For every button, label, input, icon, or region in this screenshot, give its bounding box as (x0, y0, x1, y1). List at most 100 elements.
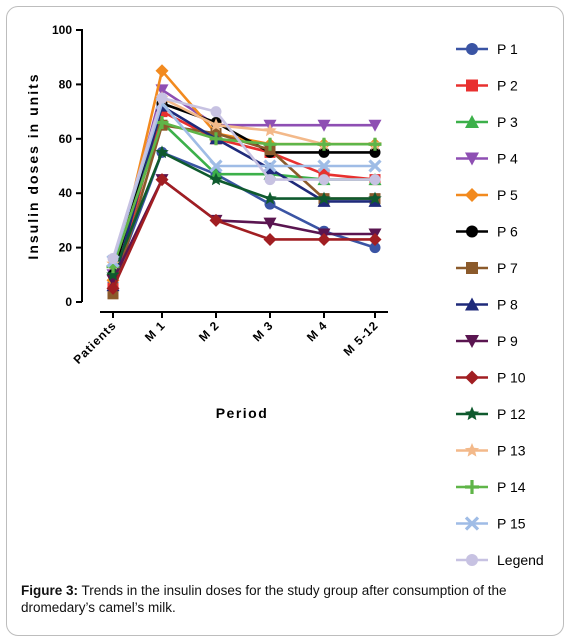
legend-item: Legend (456, 552, 544, 568)
series-legend (107, 92, 381, 264)
data-point (155, 145, 169, 159)
series-line (111, 96, 375, 259)
legend-label: P 12 (497, 406, 526, 422)
series-p-14 (106, 115, 382, 274)
legend-label: P 15 (497, 516, 526, 532)
legend-label: P 5 (497, 187, 518, 203)
figure-caption: Figure 3: Trends in the insulin doses fo… (21, 582, 551, 616)
data-point (466, 262, 478, 274)
data-point (264, 174, 276, 186)
legend-item: P 14 (456, 479, 526, 495)
data-point (317, 191, 331, 205)
series-line (111, 178, 375, 289)
data-point (209, 159, 223, 173)
legend-item: P 9 (456, 333, 518, 349)
x-tick-label: M 3 (250, 318, 276, 344)
data-point (263, 191, 277, 205)
data-point (369, 242, 381, 254)
caption-text: Trends in the insulin doses for the stud… (21, 583, 507, 615)
data-point (156, 92, 168, 104)
series-line (111, 104, 375, 287)
data-point (263, 123, 277, 137)
x-tick-label: M 4 (304, 318, 330, 344)
data-point (465, 370, 479, 385)
data-point (263, 159, 277, 173)
legend-item: P 15 (456, 516, 526, 532)
legend-item: P 7 (456, 260, 518, 276)
data-point (465, 297, 479, 311)
data-point (465, 188, 479, 202)
x-tick-label: M 2 (196, 318, 222, 344)
data-point (466, 79, 478, 92)
data-point (368, 159, 382, 173)
legend-item: P 6 (456, 224, 518, 240)
legend-item: P 13 (456, 443, 526, 459)
x-axis-title: Period (216, 405, 269, 421)
data-point (369, 146, 381, 158)
series-line (111, 121, 375, 268)
series-p-12 (106, 145, 382, 281)
y-tick-label: 20 (59, 241, 73, 255)
data-point (368, 137, 382, 151)
series-line (111, 151, 376, 284)
series-line (111, 102, 375, 262)
x-tick-label: M 1 (142, 318, 168, 344)
x-tick-label: Patients (71, 318, 120, 367)
x-tick-label: M 5-12 (341, 318, 382, 359)
legend-label: P 6 (497, 224, 518, 240)
data-point (263, 137, 277, 151)
legend-item: P 5 (456, 187, 518, 203)
y-tick-label: 80 (59, 77, 73, 91)
data-point (466, 225, 478, 238)
chart-axes: 0 20 40 60 80 100 Patients M 1 M 2 M 3 M 4 M 5-12 In… (25, 23, 388, 421)
data-point (317, 159, 331, 173)
line-chart: 0 20 40 60 80 100 Patients M 1 M 2 M 3 M 4 M 5-12 In… (25, 23, 544, 568)
data-point (368, 232, 382, 246)
legend-label: P 14 (497, 479, 526, 495)
legend-label: P 10 (497, 370, 526, 386)
data-point (209, 172, 223, 186)
data-point (106, 281, 120, 295)
data-point (466, 43, 478, 55)
caption-label: Figure 3: (21, 583, 79, 598)
legend-item: P 8 (456, 297, 518, 313)
figure-frame (6, 6, 564, 636)
legend-label: P 1 (497, 41, 518, 57)
legend-label: P 13 (497, 443, 526, 459)
legend-label: Legend (497, 552, 544, 568)
data-point (318, 146, 330, 158)
data-point (368, 119, 382, 132)
legend-item: P 1 (456, 41, 518, 57)
data-point (464, 406, 480, 421)
data-point (106, 267, 120, 281)
data-point (465, 115, 479, 128)
legend-item: P 2 (456, 78, 518, 94)
data-point (155, 115, 169, 129)
series-line (111, 151, 375, 276)
series-p-4 (106, 84, 382, 282)
data-point (466, 554, 478, 566)
legend-label: P 8 (497, 297, 518, 313)
legend-item: P 4 (456, 151, 518, 167)
data-point (368, 191, 382, 205)
legend-item: P 10 (456, 370, 526, 386)
data-point (464, 516, 480, 531)
data-point (209, 118, 223, 131)
data-point (465, 335, 479, 348)
chart-series (106, 64, 382, 300)
data-point (263, 217, 277, 230)
y-tick-label: 100 (52, 23, 72, 37)
data-point (107, 252, 119, 264)
data-point (465, 480, 479, 494)
data-point (317, 137, 331, 151)
y-tick-label: 0 (65, 295, 72, 309)
data-point (263, 232, 277, 246)
data-point (210, 106, 222, 118)
data-point (465, 152, 479, 166)
y-tick-label: 40 (59, 186, 73, 200)
data-point (209, 213, 223, 227)
data-point (209, 132, 223, 146)
data-point (317, 119, 331, 132)
chart-legend: P 1 P 2 P 3 P 4 P 5 P 6 P 7 P 8 P 9 P 10 P 12 P 13 P… (456, 41, 544, 568)
data-point (464, 443, 480, 457)
